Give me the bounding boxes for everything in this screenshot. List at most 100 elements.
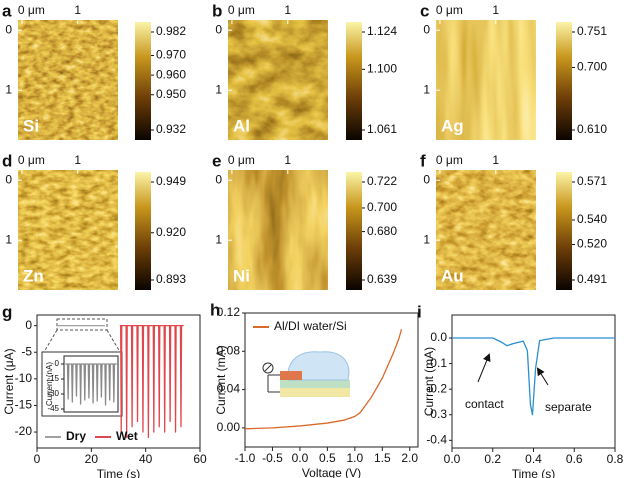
x-tick-label: 0 μm (228, 153, 255, 167)
afm-image (18, 170, 118, 290)
y-tick-label: 1 (215, 82, 222, 96)
legend-label: Al/DI water/Si (274, 319, 347, 333)
y-tick-label: -5 (21, 344, 32, 358)
colorbar-tick-label: 0.571 (577, 174, 607, 188)
x-tick-label: 1 (74, 3, 81, 17)
plot-frame (451, 314, 616, 449)
x-tick-label: 0.6 (566, 452, 583, 466)
afm-image (228, 170, 328, 290)
x-tick-label: 60 (193, 452, 207, 466)
y-tick-label: 0.04 (217, 382, 241, 396)
colorbar (346, 172, 362, 290)
x-axis-label: Voltage (V) (302, 466, 361, 478)
y-axis-label: Current (nA) (45, 362, 54, 406)
y-axis-label: Current (mA) (422, 347, 436, 416)
panel-letter: f (420, 151, 426, 170)
colorbar-tick-label: 0.639 (367, 272, 397, 286)
colorbar-tick-label: 0.610 (577, 122, 607, 136)
colorbar-tick-label: 0.680 (367, 224, 397, 238)
colorbar-tick-label: 0.949 (156, 174, 186, 188)
y-tick-label: 1 (215, 232, 222, 246)
material-label: Zn (23, 266, 44, 285)
y-tick-label: 0.12 (217, 305, 241, 319)
colorbar-tick-label: 0.950 (156, 87, 186, 101)
data-line (65, 363, 117, 406)
colorbar-tick-label: 0.700 (577, 60, 607, 74)
panel-letter: h (210, 300, 220, 319)
zoom-leader (43, 329, 58, 353)
material-label: Ni (233, 266, 250, 285)
panel-letter: i (417, 302, 422, 321)
panel-letter: d (2, 151, 12, 170)
material-label: Al (233, 116, 250, 135)
y-tick-label: 1 (5, 232, 12, 246)
annotation: contact (465, 397, 504, 411)
annotation-arrow (536, 367, 549, 386)
y-tick-label: -20 (15, 424, 33, 438)
data-line (452, 337, 615, 416)
material-label: Au (441, 266, 464, 285)
annotation: separate (545, 400, 592, 414)
colorbar-tick-label: 0.960 (156, 67, 186, 81)
colorbar-tick-label: 0.982 (156, 24, 186, 38)
x-tick-label: 1.5 (374, 451, 391, 465)
x-axis-label: Time (s) (97, 467, 141, 478)
afm-image (436, 20, 536, 140)
zoom-box (56, 318, 108, 331)
y-tick-label: 1 (423, 82, 430, 96)
colorbar-tick-label: 0.491 (577, 272, 607, 286)
afm-image (18, 20, 118, 140)
colorbar-tick-label: 0.920 (156, 225, 186, 239)
x-tick-label: -0.5 (262, 451, 283, 465)
y-axis-label: Current (μA) (2, 348, 16, 414)
annotation-arrow (477, 353, 491, 383)
x-tick-label: 0.4 (525, 452, 542, 466)
y-tick-label: -0.2 (426, 381, 447, 395)
data-line (119, 324, 184, 439)
panel-letter: a (2, 1, 12, 20)
afm-image (436, 170, 536, 290)
panel-letter: g (2, 302, 12, 321)
x-tick-label: 1 (284, 153, 291, 167)
plot-frame (36, 314, 201, 449)
y-tick-label: -30 (47, 389, 59, 398)
x-tick-label: 0 μm (436, 153, 463, 167)
colorbar-tick-label: 0.700 (367, 200, 397, 214)
y-tick-label: 0 (25, 318, 32, 332)
colorbar-tick-label: 0.520 (577, 237, 607, 251)
x-tick-label: 2.0 (401, 451, 418, 465)
legend-label: Dry (66, 429, 86, 443)
y-tick-label: 0.0 (430, 330, 447, 344)
y-tick-label: -45 (47, 404, 59, 413)
x-tick-label: -1.0 (235, 451, 256, 465)
data-line (244, 329, 403, 430)
y-tick-label: 0 (215, 22, 222, 36)
colorbar (556, 172, 572, 290)
y-tick-label: -0.4 (426, 432, 447, 446)
y-tick-label: 0 (55, 359, 60, 368)
panel-letter: c (420, 1, 429, 20)
colorbar (556, 22, 572, 140)
zoom-leader (106, 329, 121, 353)
y-tick-label: 0.08 (217, 343, 241, 357)
y-tick-label: 0 (423, 22, 430, 36)
x-axis-label: Time (s) (512, 467, 556, 478)
x-tick-label: 1 (492, 153, 499, 167)
colorbar-tick-label: 0.722 (367, 174, 397, 188)
inset-frame (41, 351, 123, 417)
y-tick-label: 0.00 (217, 420, 241, 434)
plot-frame (244, 312, 419, 448)
material-label: Si (23, 116, 39, 135)
colorbar-tick-label: 1.100 (367, 62, 397, 76)
colorbar-tick-label: 0.932 (156, 122, 186, 136)
y-tick-label: 0 (5, 22, 12, 36)
x-tick-label: 1 (492, 3, 499, 17)
x-tick-label: 0 μm (18, 153, 45, 167)
y-tick-label: -15 (15, 398, 33, 412)
y-tick-label: -10 (15, 371, 33, 385)
y-tick-label: -15 (47, 374, 59, 383)
device-schematic (262, 351, 350, 397)
y-axis-label: Current (mA) (214, 345, 228, 414)
x-tick-label: 1 (284, 3, 291, 17)
